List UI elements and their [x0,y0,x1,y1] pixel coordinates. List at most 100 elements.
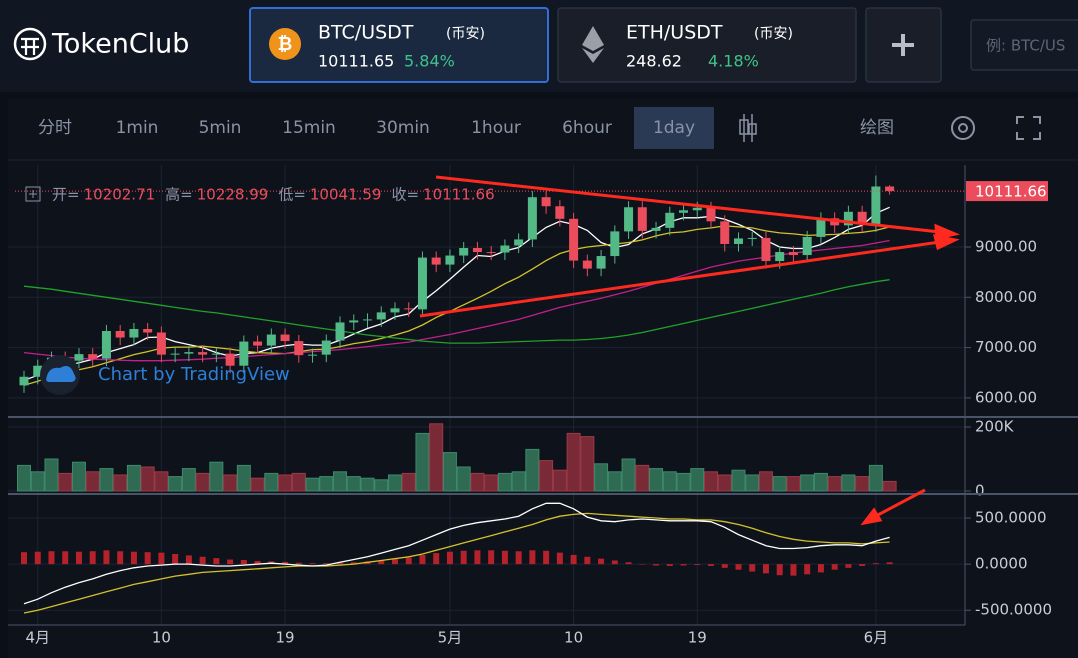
candle-icon[interactable] [739,114,757,142]
price: 10111.65 [318,52,394,71]
volume-bar [511,471,526,492]
macd-bar [708,564,714,566]
legend-value: 10228.99 [197,186,269,204]
interval-tab[interactable]: 1hour [471,118,521,138]
macd-bar [337,562,344,565]
volume-bar [113,474,128,492]
interval-tab[interactable]: 15min [282,118,336,138]
interval-tab[interactable]: 1day [653,118,695,138]
candle-body [582,260,592,269]
macd-bar [776,564,783,576]
settings-icon[interactable] [951,116,975,140]
candle-body [637,207,647,231]
plot: 4月 10 19 5月 10 19 6月 6000.00 7000.00 8000.00 9000.… [8,165,1052,647]
candle-body [143,328,153,333]
candle-body [569,218,579,261]
x-tick-label: 19 [688,629,707,647]
volume-bar [827,476,842,492]
volume-bar [250,477,265,492]
x-tick-label: 19 [276,629,295,647]
y-tick-label: 500.0000 [975,509,1047,527]
candle-body [225,353,235,366]
macd-bar [625,562,632,565]
macd-bar [309,563,316,565]
legend-value: 10202.71 [84,186,156,204]
candle-body [871,186,881,225]
toolbar: 分时 1min 5min 15min 30min 1hour 6hour 1day [38,118,695,138]
volume-bar [635,464,650,492]
macd-bar [378,560,385,565]
volume-bar [154,471,169,492]
ticker-eth[interactable]: ETH/USDT (币安) 248.62 4.18% [557,7,857,83]
logo-text: TokenClub [51,29,189,60]
line [23,225,890,386]
search-box[interactable]: 例: BTC/US [970,19,1078,71]
interval-tab[interactable]: 5min [199,118,242,138]
candle-body [486,252,496,254]
candle-body [802,236,812,256]
change: 5.84% [404,52,455,71]
interval-tab[interactable]: 分时 [38,118,72,138]
y-tick-label: 6000.00 [975,388,1037,406]
candle-body [115,330,125,338]
y-tick-label: 0 [975,482,985,500]
ticker-btc[interactable]: ₿ BTC/USDT (币安) 10111.65 5.84% [249,7,549,83]
line [23,512,890,614]
volume-bar [85,471,100,492]
macd-bar [323,563,330,565]
price-label-bg [966,181,1048,202]
macd-bar [653,564,660,566]
macd-bar [75,551,82,565]
volume-bar [44,458,59,492]
macd-bar [240,560,247,565]
volume-bar [346,476,361,492]
macd-bar [886,562,893,565]
macd-bar [350,562,357,565]
macd-bar [598,558,605,565]
x-tick-label: 10 [152,629,171,647]
add-button[interactable] [865,7,942,83]
candle-body [253,341,263,346]
macd-bar [295,562,302,565]
macd-bar [721,564,728,568]
macd-bar [474,550,481,565]
volume-bar [291,472,306,492]
interval-tab[interactable]: 1min [116,118,159,138]
macd-bar [185,555,192,565]
macd-bar [144,552,151,565]
interval-tab[interactable]: 30min [376,118,430,138]
candle-body [816,218,826,237]
macd-bar [419,554,426,565]
candle-body [651,227,661,231]
fullscreen-icon[interactable] [1016,116,1041,140]
volume-bar [30,471,45,492]
candle-body [101,330,111,359]
active-interval [634,107,714,149]
volume-bar [841,474,856,492]
draw-button[interactable]: 绘图 [860,118,894,138]
line [23,239,890,362]
macd-bar [62,551,69,565]
candle-body [843,211,853,226]
macd-bar [872,563,879,565]
macd-bar [845,564,852,568]
candle-body [363,319,372,321]
macd-bar [611,560,618,565]
candle-body [198,352,208,355]
candle-body [88,354,98,359]
candle-body [294,341,304,356]
volume-bar [126,464,141,492]
macd-bar [89,551,96,565]
candle-body [321,340,331,355]
interval-tab[interactable]: 6hour [562,118,612,138]
macd-bar [817,564,824,573]
candle-body [349,320,359,323]
volume-bar [497,472,512,492]
volume-bar [71,461,86,492]
candle-body [788,252,798,256]
macd-bar [117,551,124,565]
x-tick-label: 4月 [25,629,50,647]
x-tick-label: 10 [564,629,583,647]
macd-bar [172,554,179,565]
candle-body [679,210,689,213]
